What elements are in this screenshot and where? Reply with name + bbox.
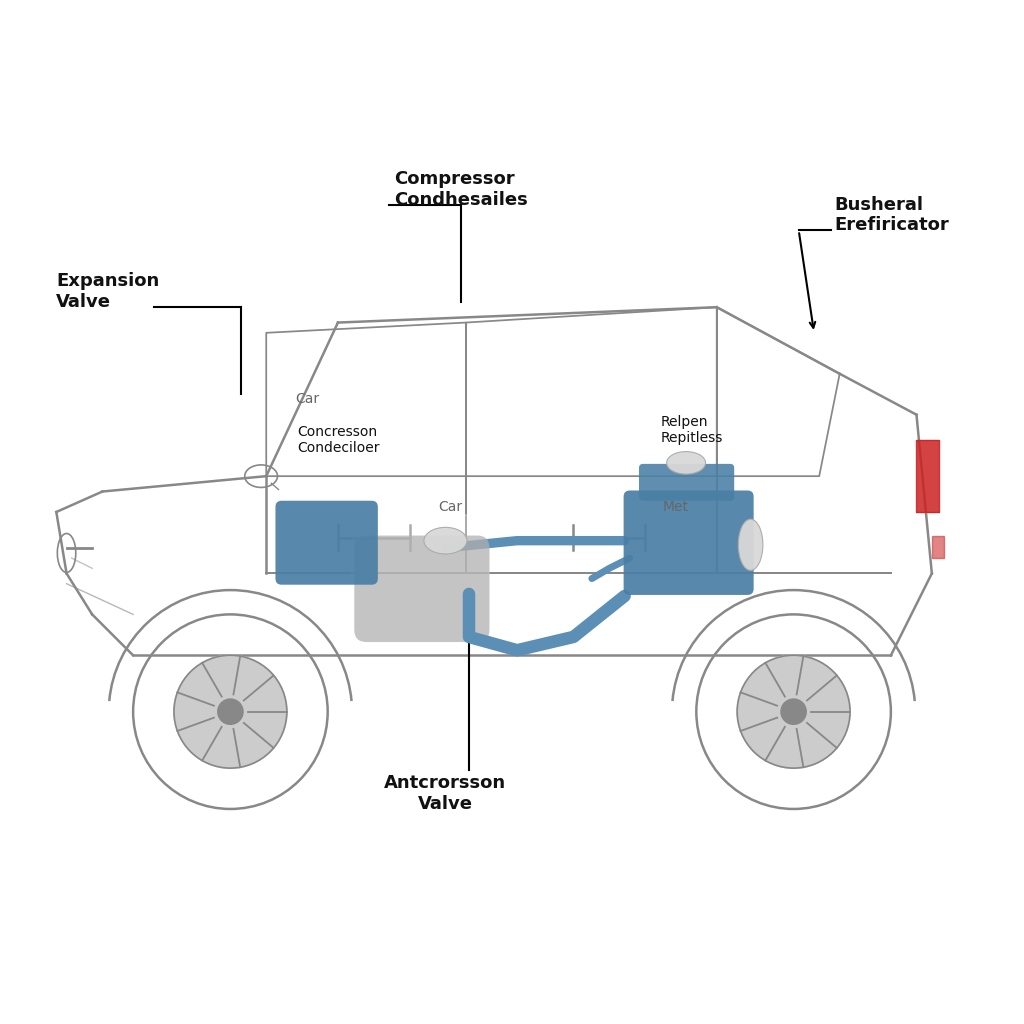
FancyBboxPatch shape <box>275 501 378 585</box>
Ellipse shape <box>424 527 467 554</box>
FancyBboxPatch shape <box>624 490 754 595</box>
Text: Relpen
Repitless: Relpen Repitless <box>660 415 723 445</box>
Text: Car: Car <box>295 392 319 407</box>
Ellipse shape <box>667 452 706 474</box>
Text: Antcrorsson
Valve: Antcrorsson Valve <box>384 774 507 813</box>
Ellipse shape <box>738 519 763 570</box>
Text: Met: Met <box>663 500 689 514</box>
Bar <box>932 536 944 558</box>
Text: Concresson
Condeciloer: Concresson Condeciloer <box>297 425 380 456</box>
Text: Expansion
Valve: Expansion Valve <box>56 272 160 311</box>
Text: Compressor
Condhesailes: Compressor Condhesailes <box>394 170 528 209</box>
FancyBboxPatch shape <box>639 464 734 501</box>
Ellipse shape <box>348 502 492 614</box>
Circle shape <box>737 655 850 768</box>
Circle shape <box>781 699 806 724</box>
Text: Car: Car <box>438 500 463 514</box>
FancyBboxPatch shape <box>354 536 489 642</box>
Circle shape <box>174 655 287 768</box>
Bar <box>916 440 939 512</box>
Text: Busheral
Erefiricator: Busheral Erefiricator <box>835 196 949 234</box>
Circle shape <box>218 699 243 724</box>
